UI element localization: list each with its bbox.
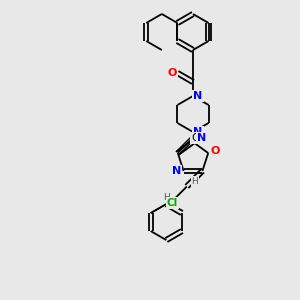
Text: O: O	[211, 146, 220, 156]
Text: N: N	[197, 133, 207, 143]
Text: N: N	[172, 166, 181, 176]
Text: N: N	[194, 127, 202, 137]
Text: O: O	[168, 68, 177, 78]
Text: N: N	[194, 91, 202, 101]
Text: H: H	[191, 177, 198, 186]
Text: H: H	[163, 193, 170, 202]
Text: Cl: Cl	[167, 198, 178, 208]
Text: C: C	[191, 133, 199, 143]
